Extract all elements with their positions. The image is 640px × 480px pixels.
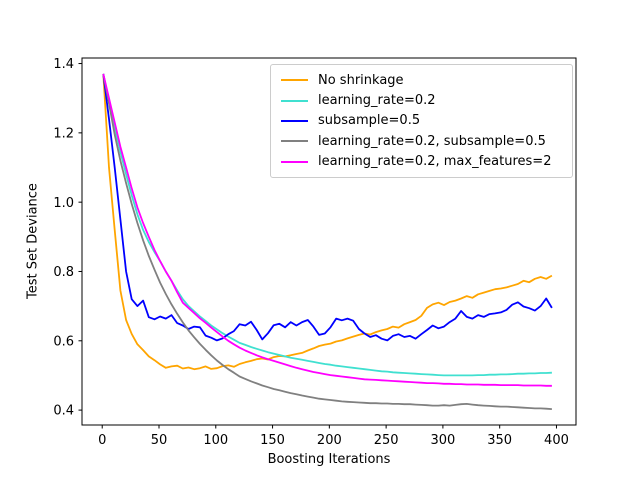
legend-label: learning_rate=0.2, max_features=2 — [318, 154, 552, 170]
legend-swatch-subsample-0-5 — [281, 119, 308, 122]
legend-entry-learning-rate-0-2-max-features-2: learning_rate=0.2, max_features=2 — [271, 152, 572, 172]
legend-swatch-no-shrinkage — [281, 79, 308, 82]
x-tick-label-300: 300 — [430, 433, 455, 448]
y-tick-label-0.8: 0.8 — [53, 265, 74, 280]
series-line-subsample-0-5 — [102, 73, 553, 342]
x-tick-label-150: 150 — [260, 433, 285, 448]
legend-entry-learning-rate-0-2-subsample-0-5: learning_rate=0.2, subsample=0.5 — [271, 131, 572, 151]
legend-swatch-learning-rate-0-2-subsample-0-5 — [281, 140, 308, 143]
x-tick-label-400: 400 — [544, 433, 569, 448]
x-tick-label-0: 0 — [98, 433, 106, 448]
x-tick-label-250: 250 — [374, 433, 399, 448]
legend-entry-no-shrinkage: No shrinkage — [271, 70, 572, 90]
legend-label: No shrinkage — [318, 72, 404, 88]
y-tick-label-1.0: 1.0 — [53, 196, 74, 211]
series-line-learning-rate-0-2-subsample-0-5 — [102, 73, 552, 410]
y-tick-label-1.2: 1.2 — [53, 126, 74, 141]
x-tick-label-350: 350 — [487, 433, 512, 448]
legend-entry-learning-rate-0-2: learning_rate=0.2 — [271, 90, 572, 110]
legend-label: learning_rate=0.2, subsample=0.5 — [318, 133, 546, 149]
legend: No shrinkage learning_rate=0.2 subsample=0… — [270, 64, 573, 178]
series-line-learning-rate-0-2 — [102, 73, 552, 377]
legend-swatch-learning-rate-0-2 — [281, 99, 308, 102]
legend-swatch-learning-rate-0-2-max-features-2 — [281, 160, 308, 163]
series-line-learning-rate-0-2-max-features-2 — [102, 73, 552, 387]
series-line-no-shrinkage — [102, 73, 553, 371]
x-tick-label-200: 200 — [317, 433, 342, 448]
x-axis-label: Boosting Iterations — [267, 452, 391, 467]
x-tick-label-100: 100 — [203, 433, 228, 448]
x-tick-label-50: 50 — [151, 433, 168, 448]
y-tick-label-1.4: 1.4 — [53, 57, 74, 72]
legend-entry-subsample-0-5: subsample=0.5 — [271, 111, 572, 131]
y-tick-label-0.6: 0.6 — [53, 334, 74, 349]
y-tick-label-0.4: 0.4 — [53, 404, 74, 419]
legend-label: subsample=0.5 — [318, 113, 421, 129]
legend-label: learning_rate=0.2 — [318, 93, 436, 109]
y-axis-label: Test Set Deviance — [25, 183, 41, 299]
